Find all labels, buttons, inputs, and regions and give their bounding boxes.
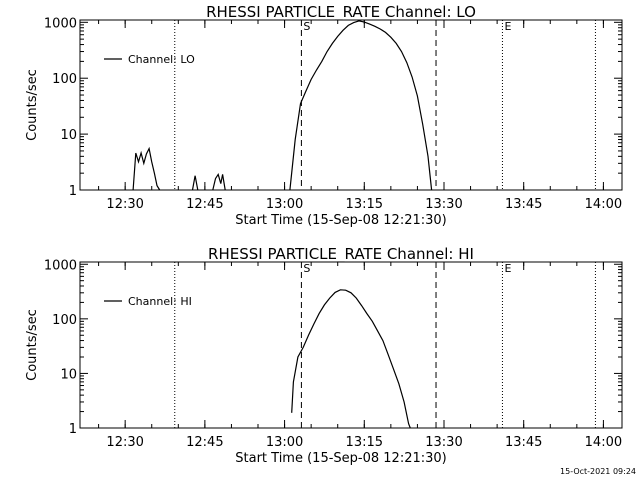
legend-label: Channel: HI bbox=[128, 295, 192, 308]
time-marker-label: E bbox=[504, 262, 511, 275]
y-tick-label: 100 bbox=[52, 72, 77, 87]
y-axis-label: Counts/sec bbox=[25, 309, 40, 381]
chart-title: RHESSI PARTICLE_RATE Channel: LO bbox=[206, 3, 476, 22]
x-tick-label: 13:15 bbox=[346, 197, 383, 212]
footer-timestamp: 15-Oct-2021 09:24 bbox=[560, 467, 636, 476]
time-marker-label: S bbox=[303, 20, 310, 33]
x-tick-label: 13:45 bbox=[505, 197, 542, 212]
x-tick-label: 12:30 bbox=[106, 197, 143, 212]
x-axis-label: Start Time (15-Sep-08 12:21:30) bbox=[235, 213, 446, 228]
series-line bbox=[191, 175, 199, 191]
x-tick-label: 13:15 bbox=[346, 435, 383, 450]
series-line bbox=[289, 20, 433, 191]
series-line bbox=[212, 172, 226, 191]
chart-title: RHESSI PARTICLE_RATE Channel: HI bbox=[208, 245, 474, 264]
x-tick-label: 13:45 bbox=[505, 435, 542, 450]
series-line bbox=[291, 289, 411, 429]
time-marker-label: S bbox=[303, 262, 310, 275]
x-tick-label: 13:00 bbox=[266, 435, 303, 450]
x-tick-label: 13:30 bbox=[425, 435, 462, 450]
x-tick-label: 12:45 bbox=[186, 197, 223, 212]
y-tick-label: 10 bbox=[60, 367, 77, 382]
plot-frame bbox=[79, 19, 623, 191]
y-tick-label: 10 bbox=[60, 128, 77, 143]
x-tick-label: 14:00 bbox=[585, 435, 622, 450]
panel-hi: RHESSI PARTICLE_RATE Channel: HI 12:30 12:… bbox=[25, 245, 623, 466]
y-tick-label: 1000 bbox=[44, 258, 77, 273]
y-tick-label: 1000 bbox=[44, 16, 77, 31]
x-tick-label: 12:45 bbox=[186, 435, 223, 450]
panel-lo: RHESSI PARTICLE_RATE Channel: LO 12:30 12:… bbox=[25, 3, 623, 228]
x-tick-label: 13:00 bbox=[266, 197, 303, 212]
plot-frame bbox=[79, 261, 623, 429]
y-tick-label: 100 bbox=[52, 313, 77, 328]
series-line bbox=[132, 146, 161, 191]
y-tick-label: 1 bbox=[69, 422, 77, 437]
y-tick-label: 1 bbox=[69, 184, 77, 199]
y-axis-label: Counts/sec bbox=[25, 69, 40, 141]
x-tick-label: 13:30 bbox=[425, 197, 462, 212]
x-axis-label: Start Time (15-Sep-08 12:21:30) bbox=[235, 451, 446, 466]
time-marker-label: E bbox=[504, 20, 511, 33]
x-tick-label: 14:00 bbox=[585, 197, 622, 212]
legend-label: Channel: LO bbox=[128, 53, 195, 66]
x-tick-label: 12:30 bbox=[106, 435, 143, 450]
